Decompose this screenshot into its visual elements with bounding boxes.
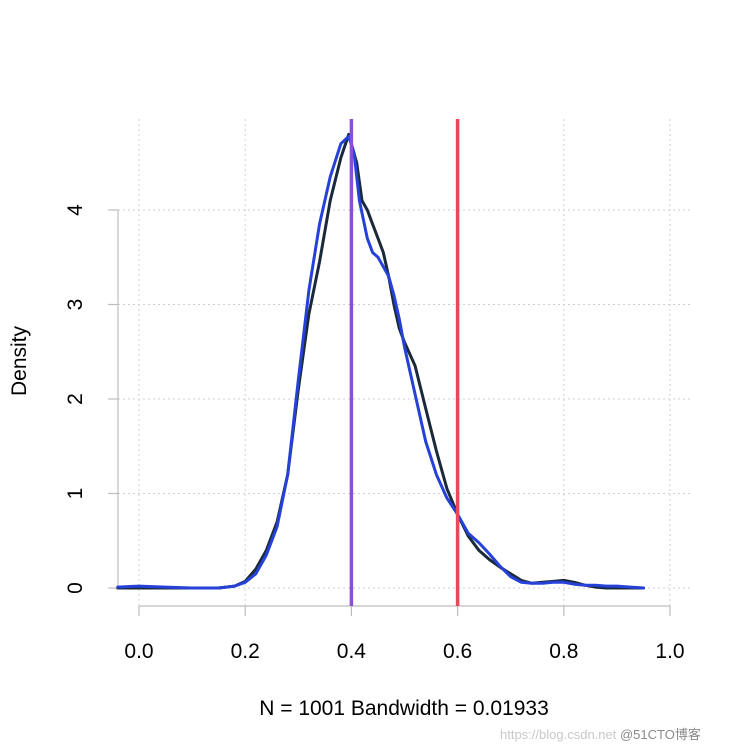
x-tick-label: 0.2 [231, 640, 260, 663]
reference-lines [349, 119, 460, 606]
density-curve-2 [116, 134, 645, 590]
y-axis-label: Density [8, 325, 31, 396]
y-axis: 0 1 2 3 4 [64, 204, 119, 594]
watermark: https://blog.csdn.net @51CTO博客 [500, 724, 701, 743]
y-tick-label: 0 [64, 582, 87, 594]
watermark-brand: @51CTO博客 [619, 727, 701, 742]
y-tick-label: 4 [64, 204, 87, 216]
x-tick-label: 0.8 [549, 640, 578, 663]
x-axis: 0.0 0.2 0.4 0.6 0.8 1.0 [124, 605, 685, 663]
watermark-url: https://blog.csdn.net [500, 727, 617, 742]
y-tick-label: 1 [64, 488, 87, 500]
x-tick-label: 0.0 [124, 640, 153, 663]
density-curves [116, 132, 645, 590]
grid [118, 119, 692, 606]
x-tick-label: 0.4 [337, 640, 367, 663]
density-curve-1 [116, 132, 645, 590]
x-axis-label: N = 1001 Bandwidth = 0.01933 [259, 697, 549, 720]
x-tick-label: 0.6 [443, 640, 472, 663]
y-tick-label: 2 [64, 393, 87, 405]
x-tick-label: 1.0 [655, 640, 684, 663]
y-tick-label: 3 [64, 299, 87, 311]
